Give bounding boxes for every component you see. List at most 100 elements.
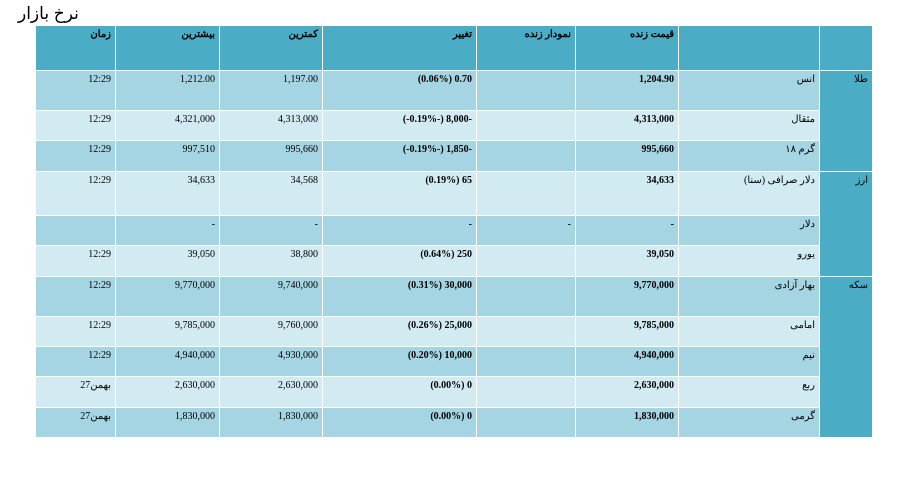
time-cell: 12:29 (35, 110, 116, 141)
header-low: کمترین (219, 25, 323, 71)
high-cell: 9,785,000 (115, 316, 220, 347)
time-cell: 12:29 (35, 171, 116, 216)
high-cell: - (115, 215, 220, 246)
high-cell: 1,830,000 (115, 407, 220, 438)
chart-cell (476, 407, 576, 438)
low-cell: 2,630,000 (219, 376, 323, 408)
change-cell: (0.00%) 0 (322, 407, 477, 438)
high-cell: 4,321,000 (115, 110, 220, 141)
price-cell: 9,785,000 (575, 316, 679, 347)
table-row: 12:29 1,212.00 1,197.00 (0.06%) 0.70 1,2… (35, 70, 873, 172)
time-cell: 12:29 (35, 316, 116, 347)
price-cell: 995,660 (575, 140, 679, 172)
price-cell: 9,770,000 (575, 276, 679, 317)
table-row: 12:29 997,510 995,660 (-0.19%-) 1,850- 9… (35, 140, 873, 172)
chart-cell (476, 316, 576, 347)
table-row: 12:29 4,940,000 4,930,000 (0.20%) 10,000… (35, 346, 873, 377)
price-cell: 34,633 (575, 171, 679, 216)
header-name (678, 25, 820, 71)
header-live-price: قیمت زنده (575, 25, 679, 71)
time-cell: 12:29 (35, 245, 116, 277)
price-cell: - (575, 215, 679, 246)
header-time: زمان (35, 25, 116, 71)
high-cell: 1,212.00 (115, 70, 220, 111)
low-cell: 4,313,000 (219, 110, 323, 141)
change-cell: (0.26%) 25,000 (322, 316, 477, 347)
category-coin: سکه (819, 276, 873, 438)
low-cell: 34,568 (219, 171, 323, 216)
market-rates-table: زمان بیشترین کمترین تغییر نمودار زنده قی… (35, 25, 873, 438)
table-row: 12:29 9,785,000 9,760,000 (0.26%) 25,000… (35, 316, 873, 347)
price-cell: 39,050 (575, 245, 679, 277)
chart-cell: - (476, 215, 576, 246)
high-cell: 9,770,000 (115, 276, 220, 317)
change-cell: (-0.19%-) 1,850- (322, 140, 477, 172)
chart-cell (476, 110, 576, 141)
header-change: تغییر (322, 25, 477, 71)
time-cell: 12:29 (35, 276, 116, 317)
time-cell (35, 215, 116, 246)
page-title: نرخ بازار (18, 4, 79, 23)
item-name: گرمی (678, 407, 820, 438)
high-cell: 34,633 (115, 171, 220, 216)
chart-cell (476, 70, 576, 111)
change-cell: (0.20%) 10,000 (322, 346, 477, 377)
table-row: 27بهمن 1,830,000 1,830,000 (0.00%) 0 1,8… (35, 407, 873, 438)
change-cell: (0.64%) 250 (322, 245, 477, 277)
change-cell: (0.31%) 30,000 (322, 276, 477, 317)
low-cell: 4,930,000 (219, 346, 323, 377)
change-cell: - (322, 215, 477, 246)
item-name: مثقال (678, 110, 820, 141)
chart-cell (476, 376, 576, 408)
low-cell: - (219, 215, 323, 246)
chart-cell (476, 171, 576, 216)
table-row: 12:29 34,633 34,568 (0.19%) 65 34,633 دل… (35, 171, 873, 277)
item-name: ربع (678, 376, 820, 408)
change-cell: (0.00%) 0 (322, 376, 477, 408)
low-cell: 995,660 (219, 140, 323, 172)
price-cell: 4,313,000 (575, 110, 679, 141)
item-name: گرم ۱۸ (678, 140, 820, 172)
low-cell: 38,800 (219, 245, 323, 277)
high-cell: 997,510 (115, 140, 220, 172)
chart-cell (476, 346, 576, 377)
low-cell: 9,740,000 (219, 276, 323, 317)
high-cell: 2,630,000 (115, 376, 220, 408)
table-row: 12:29 9,770,000 9,740,000 (0.31%) 30,000… (35, 276, 873, 438)
table-row: 12:29 4,321,000 4,313,000 (-0.19%-) 8,00… (35, 110, 873, 141)
time-cell: 27بهمن (35, 407, 116, 438)
header-live-chart: نمودار زنده (476, 25, 576, 71)
price-cell: 1,204.90 (575, 70, 679, 111)
item-name: یورو (678, 245, 820, 277)
item-name: انس (678, 70, 820, 111)
low-cell: 1,830,000 (219, 407, 323, 438)
price-cell: 2,630,000 (575, 376, 679, 408)
time-cell: 12:29 (35, 70, 116, 111)
item-name: دلار صرافی (سنا) (678, 171, 820, 216)
time-cell: 27بهمن (35, 376, 116, 408)
header-high: بیشترین (115, 25, 220, 71)
item-name: دلار (678, 215, 820, 246)
category-currency: ارز (819, 171, 873, 277)
item-name: امامی (678, 316, 820, 347)
chart-cell (476, 245, 576, 277)
table-row: 27بهمن 2,630,000 2,630,000 (0.00%) 0 2,6… (35, 376, 873, 408)
time-cell: 12:29 (35, 140, 116, 172)
low-cell: 9,760,000 (219, 316, 323, 347)
price-cell: 1,830,000 (575, 407, 679, 438)
table-header-row: زمان بیشترین کمترین تغییر نمودار زنده قی… (35, 25, 873, 71)
table-row: - - - - - دلار (35, 215, 873, 246)
chart-cell (476, 140, 576, 172)
high-cell: 4,940,000 (115, 346, 220, 377)
change-cell: (-0.19%-) 8,000- (322, 110, 477, 141)
item-name: بهار آزادی (678, 276, 820, 317)
chart-cell (476, 276, 576, 317)
category-gold: طلا (819, 70, 873, 172)
low-cell: 1,197.00 (219, 70, 323, 111)
item-name: نیم (678, 346, 820, 377)
header-category (819, 25, 873, 71)
high-cell: 39,050 (115, 245, 220, 277)
price-cell: 4,940,000 (575, 346, 679, 377)
change-cell: (0.06%) 0.70 (322, 70, 477, 111)
time-cell: 12:29 (35, 346, 116, 377)
